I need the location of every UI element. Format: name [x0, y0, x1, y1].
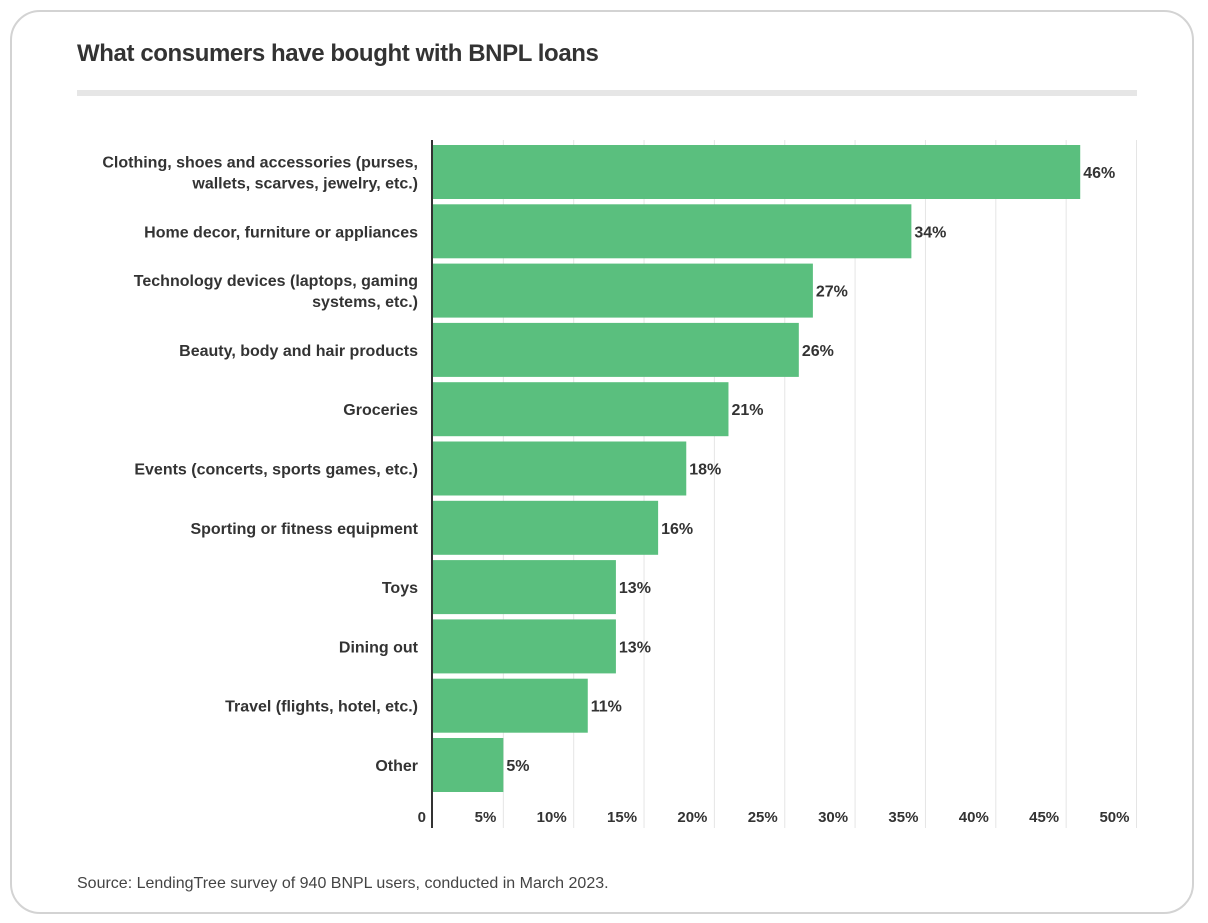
- bar: [433, 738, 504, 792]
- bar: [433, 500, 659, 555]
- bar-value-label: 13%: [619, 580, 651, 597]
- category-label: wallets, scarves, jewelry, etc.): [191, 176, 418, 193]
- bar-value-label: 13%: [619, 639, 651, 656]
- bar-value-label: 46%: [1083, 165, 1115, 182]
- bar: [433, 560, 616, 615]
- x-tick-label: 25%: [748, 809, 778, 826]
- category-label: Travel (flights, hotel, etc.): [225, 699, 418, 716]
- bar: [433, 441, 687, 496]
- category-label: Dining out: [339, 639, 419, 656]
- bar: [433, 322, 799, 377]
- x-tick-label: 20%: [677, 809, 707, 826]
- category-label: Toys: [382, 580, 418, 597]
- category-label: Events (concerts, sports games, etc.): [134, 462, 418, 479]
- x-tick-label: 45%: [1029, 809, 1059, 826]
- bar-value-label: 16%: [661, 521, 693, 538]
- x-tick-label: 50%: [1099, 809, 1129, 826]
- x-tick-label: 35%: [888, 809, 918, 826]
- bar-value-label: 5%: [506, 758, 529, 775]
- x-tick-label: 10%: [537, 809, 567, 826]
- x-tick-label: 40%: [959, 809, 989, 826]
- bar: [433, 145, 1081, 199]
- x-tick-label: 5%: [475, 809, 497, 826]
- title-divider: [77, 90, 1137, 96]
- bar: [433, 204, 912, 259]
- bar-value-label: 26%: [802, 343, 834, 360]
- bar-value-label: 18%: [689, 462, 721, 479]
- bar-value-label: 21%: [731, 402, 763, 419]
- x-tick-label: 30%: [818, 809, 848, 826]
- bar: [433, 263, 813, 318]
- category-label: Beauty, body and hair products: [179, 343, 418, 360]
- category-label: systems, etc.): [312, 294, 418, 311]
- x-tick-label: 0: [418, 809, 426, 826]
- chart-title: What consumers have bought with BNPL loa…: [77, 40, 599, 67]
- bar: [433, 619, 616, 674]
- category-label: Other: [375, 758, 418, 775]
- bar: [433, 678, 588, 733]
- category-label: Groceries: [343, 402, 418, 419]
- bar-value-label: 27%: [816, 284, 848, 301]
- bar-value-label: 34%: [914, 224, 946, 241]
- category-label: Clothing, shoes and accessories (purses,: [102, 155, 418, 172]
- category-label: Technology devices (laptops, gaming: [134, 273, 418, 290]
- category-label: Sporting or fitness equipment: [190, 521, 418, 538]
- x-tick-label: 15%: [607, 809, 637, 826]
- category-label: Home decor, furniture or appliances: [144, 224, 418, 241]
- source-note: Source: LendingTree survey of 940 BNPL u…: [77, 875, 609, 892]
- bar: [433, 382, 729, 437]
- bar-value-label: 11%: [591, 699, 622, 716]
